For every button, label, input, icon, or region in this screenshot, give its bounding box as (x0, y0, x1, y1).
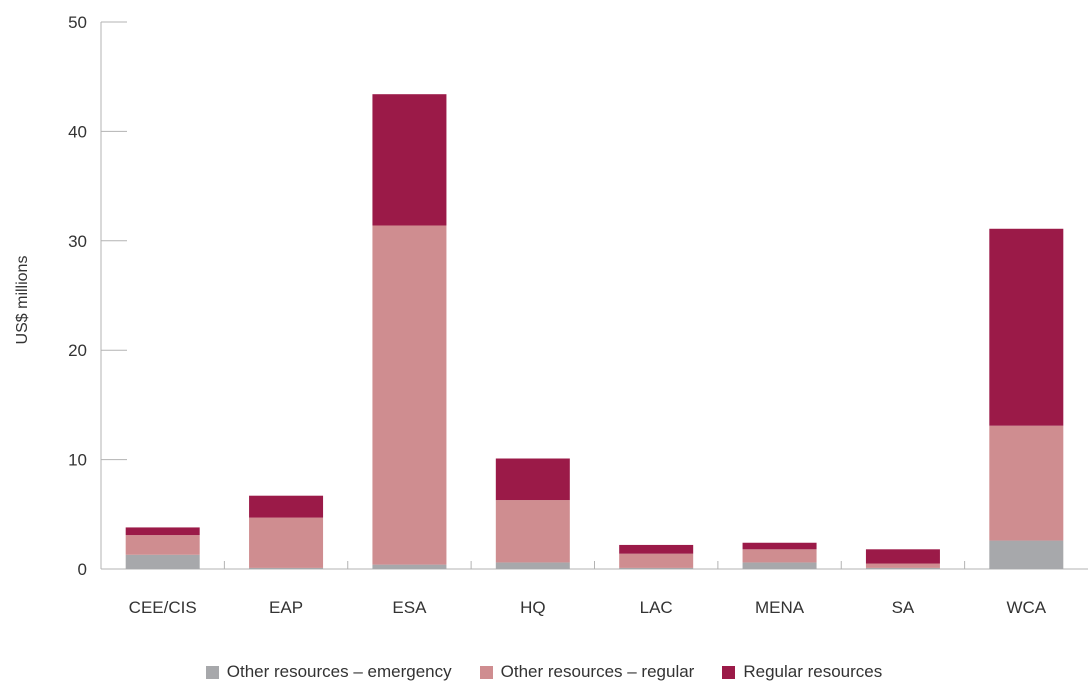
legend-label-regular: Regular resources (743, 662, 883, 681)
y-tick-label: 10 (68, 451, 87, 470)
x-axis: CEE/CIS EAP ESA HQ LAC MENA SA WCA (101, 561, 1088, 617)
bar-segment (989, 228, 1064, 426)
bar-segment (742, 562, 817, 569)
bar-segment (865, 549, 940, 564)
legend-swatch-emergency (205, 665, 219, 679)
legend-label-emergency: Other resources – emergency (226, 662, 452, 681)
y-tick-label: 0 (78, 560, 87, 579)
legend-item-other-regular: Other resources – regular (479, 662, 695, 682)
bar-segment (989, 540, 1064, 569)
y-tick-label: 40 (68, 122, 87, 141)
bar-segment (372, 94, 447, 226)
bar-segment (249, 567, 324, 569)
bar-segment (125, 527, 200, 536)
legend-swatch-regular (722, 665, 736, 679)
legend-item-regular: Regular resources (722, 662, 882, 682)
bar-segment (619, 553, 694, 568)
x-tick-label: SA (892, 598, 915, 617)
bar-segment (619, 567, 694, 569)
bar-segment (125, 535, 200, 555)
bar-segment (495, 500, 570, 563)
legend-swatch-other-regular (479, 665, 493, 679)
bar-segment (249, 495, 324, 518)
bar-segment (989, 425, 1064, 541)
bars (125, 94, 1064, 569)
y-tick-label: 30 (68, 232, 87, 251)
x-tick-label: CEE/CIS (129, 598, 197, 617)
x-tick-label: WCA (1006, 598, 1046, 617)
legend-item-emergency: Other resources – emergency (205, 662, 452, 682)
x-tick-label: EAP (269, 598, 303, 617)
y-axis-title: US$ millions (14, 256, 31, 345)
legend: Other resources – emergency Other resour… (0, 658, 1088, 686)
bar-segment (619, 544, 694, 554)
bar-segment (495, 458, 570, 501)
bar-segment (495, 562, 570, 569)
legend-label-other-regular: Other resources – regular (500, 662, 695, 681)
bar-segment (742, 549, 817, 563)
bar-segment (742, 542, 817, 550)
x-tick-label: MENA (755, 598, 805, 617)
bar-segment (865, 563, 940, 568)
bar-segment (372, 225, 447, 565)
bar-segment (372, 564, 447, 569)
bar-segment (249, 517, 324, 568)
y-tick-label: 20 (68, 341, 87, 360)
x-tick-label: HQ (520, 598, 546, 617)
y-tick-label: 50 (68, 13, 87, 32)
x-tick-label: ESA (392, 598, 427, 617)
bar-segment (125, 554, 200, 569)
bar-segment (865, 567, 940, 569)
x-tick-label: LAC (640, 598, 673, 617)
y-axis: 0 10 20 30 40 50 (68, 13, 127, 579)
